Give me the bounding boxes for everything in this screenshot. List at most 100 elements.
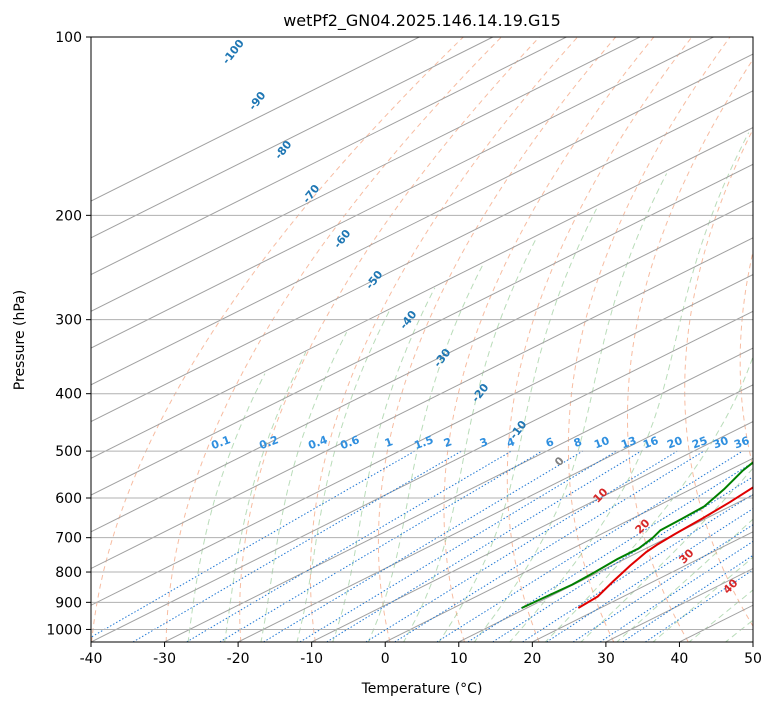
dry-adiabat-label: -70 [300,182,323,206]
dry-adiabat-label: -40 [397,308,420,332]
moist-adiabat-label: 40 [721,576,741,596]
mixing-ratio-line [394,450,705,642]
dry-adiabat [506,37,693,642]
moist-adiabat [724,619,753,642]
x-tick-label: 0 [381,651,390,667]
moist-adiabat [473,173,668,642]
moist-adiabat-label: 20 [633,516,653,536]
isotherm [311,420,753,642]
isotherm [458,494,753,642]
isotherm [237,384,753,642]
mixing-ratio-label: 3 [478,435,490,450]
isotherm [91,273,753,606]
x-tick-label: -40 [80,651,103,667]
mixing-ratio-line [467,461,753,642]
moist-adiabat [296,310,390,642]
dewpoint-line [521,461,753,609]
mixing-ratio-label: 20 [665,434,684,452]
background-lines [91,37,753,642]
moist-adiabat [688,589,753,642]
dry-adiabat-label: -60 [331,227,354,251]
mixing-ratio-line [219,450,543,642]
mixing-ratio-line [299,450,617,642]
isotherm [91,163,753,496]
axis-ticks: -40 -30 -20 -10 0 10 20 30 40 5010020030040050060… [46,30,762,667]
mixing-ratio-label: 1.5 [412,433,435,452]
x-tick-label: -10 [300,651,323,667]
mixing-ratio-label: 0.6 [338,433,361,452]
dry-adiabat [684,128,753,628]
isotherm [384,457,753,642]
y-tick-label: 300 [55,313,82,329]
mixing-ratio-label: 6 [544,435,556,450]
mixing-ratio-line [622,554,753,642]
x-tick-label: 40 [671,651,689,667]
mixing-ratio-line [132,450,462,642]
x-tick-label: 20 [523,651,541,667]
dry-adiabat-label: -80 [272,138,295,162]
mixing-ratio-label: 30 [711,434,730,452]
dry-adiabat [309,37,578,642]
y-tick-label: 200 [55,208,82,224]
dry-adiabat [377,37,617,642]
plot-frame [90,36,754,643]
mixing-ratio-line [572,524,753,642]
dry-adiabat [627,58,753,642]
y-tick-label: 400 [55,387,82,403]
moist-adiabat [367,262,485,642]
x-tick-label: 30 [597,651,615,667]
mixing-ratio-label: 8 [572,435,584,450]
isotherm [91,37,641,312]
dry-adiabat [165,37,502,642]
mixing-ratio-label: 1 [383,435,395,450]
mixing-ratio-label: 10 [592,434,611,452]
dry-adiabat-label: -20 [469,381,492,405]
moist-adiabat [403,239,536,642]
mixing-ratio-line [599,540,753,642]
mixing-ratio-label: 4 [505,435,517,450]
dry-adiabat-label: -100 [220,37,247,67]
moist-adiabat [332,287,436,642]
isotherm [752,641,753,642]
mixing-ratio-label: 13 [619,434,638,451]
dry-adiabat-label: -90 [246,89,269,113]
isotherm [91,126,753,459]
dry-adiabat-label: -30 [431,346,454,370]
moist-adiabat [224,351,307,642]
y-tick-label: 500 [55,444,82,460]
isotherm [532,531,753,642]
isopleth-labels: -100-90-80-70-60-50-40-30-20-100.1 0.2 0.4… [209,37,751,597]
isotherm [91,90,753,423]
y-tick-label: 700 [55,531,82,547]
mixing-ratio-label: 36 [732,434,751,452]
chart-title: wetPf2_GN04.2025.146.14.19.G15 [283,11,561,31]
series-layer [521,461,753,609]
mixing-ratio-label: 0.2 [257,433,280,452]
mixing-ratio-label: 0.4 [306,433,329,452]
mixing-ratio-line [326,450,642,642]
isotherm [91,37,420,202]
dry-adiabat [739,249,753,469]
mixing-ratio-label: 2 [442,435,454,450]
moist-adiabat [652,556,753,642]
temperature-line [577,486,753,609]
x-tick-label: 50 [744,651,762,667]
y-tick-label: 100 [55,30,82,46]
mixing-ratio-label: 16 [641,434,660,452]
moist-adiabat [544,355,753,642]
x-tick-label: -20 [227,651,250,667]
isotherm [679,604,753,642]
isotherm [91,37,494,239]
x-tick-label: 10 [450,651,468,667]
moist-adiabat [187,373,266,642]
isotherm [91,200,753,533]
isotherm [91,310,753,642]
moist-adiabat [580,467,753,642]
mixing-ratio-line [186,450,512,642]
y-tick-label: 600 [55,491,82,507]
mixing-ratio-label: 25 [690,434,709,451]
mixing-ratio-line [91,450,415,638]
y-tick-label: 900 [55,595,82,611]
moist-adiabat [260,331,348,642]
